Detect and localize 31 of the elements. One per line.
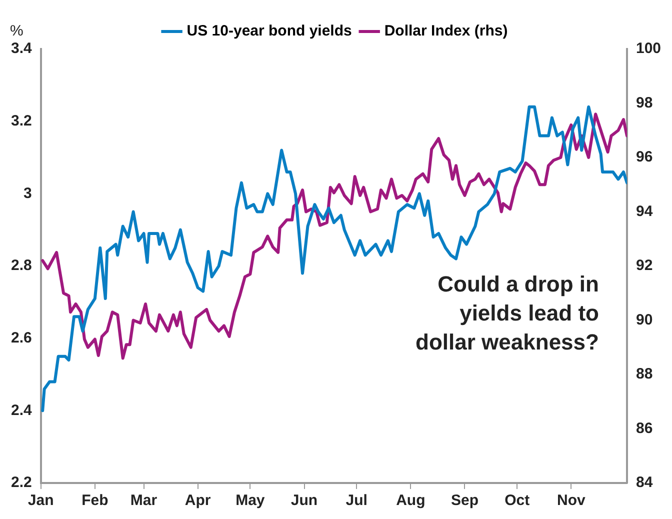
x-tick-label: Jun	[290, 492, 318, 510]
y-tick-label: 2.8	[10, 257, 32, 274]
y-axis-title: %	[10, 22, 24, 40]
x-tick-label: Nov	[556, 492, 586, 510]
y-tick-label: 2.2	[10, 474, 32, 492]
y-tick-label: 3.2	[10, 112, 32, 130]
annotation: Could a drop in yields lead to dollar weakness?	[416, 272, 599, 355]
x-tick-label: Aug	[396, 492, 426, 510]
y2-tick-label: 94	[636, 202, 654, 220]
y-tick-label: 3.4	[10, 40, 32, 58]
y2-tick-label: 90	[636, 311, 653, 328]
x-tick-label: Jul	[346, 492, 368, 510]
legend-label: US 10-year bond yields	[186, 22, 352, 40]
y2-tick-label: 92	[636, 257, 653, 274]
y-tick-label: 2.6	[10, 329, 32, 346]
legend-label: Dollar Index (rhs)	[384, 22, 508, 40]
x-tick-label: Apr	[184, 492, 211, 510]
y2-tick-label: 88	[636, 366, 653, 383]
y-tick-label: 3	[24, 184, 32, 202]
y2-tick-label: 98	[636, 94, 653, 112]
y2-tick-label: 86	[636, 420, 653, 437]
x-tick-label: Oct	[504, 492, 530, 510]
x-tick-label: Mar	[130, 492, 158, 510]
y2-tick-label: 84	[636, 474, 654, 492]
x-tick-label: Sep	[450, 492, 478, 510]
y2-tick-label: 96	[636, 148, 653, 166]
x-tick-label: May	[236, 492, 266, 510]
x-tick-label: Feb	[82, 492, 108, 510]
x-tick-label: Jan	[28, 492, 54, 510]
y-tick-label: 2.4	[10, 402, 32, 419]
y2-tick-label: 100	[636, 40, 662, 58]
